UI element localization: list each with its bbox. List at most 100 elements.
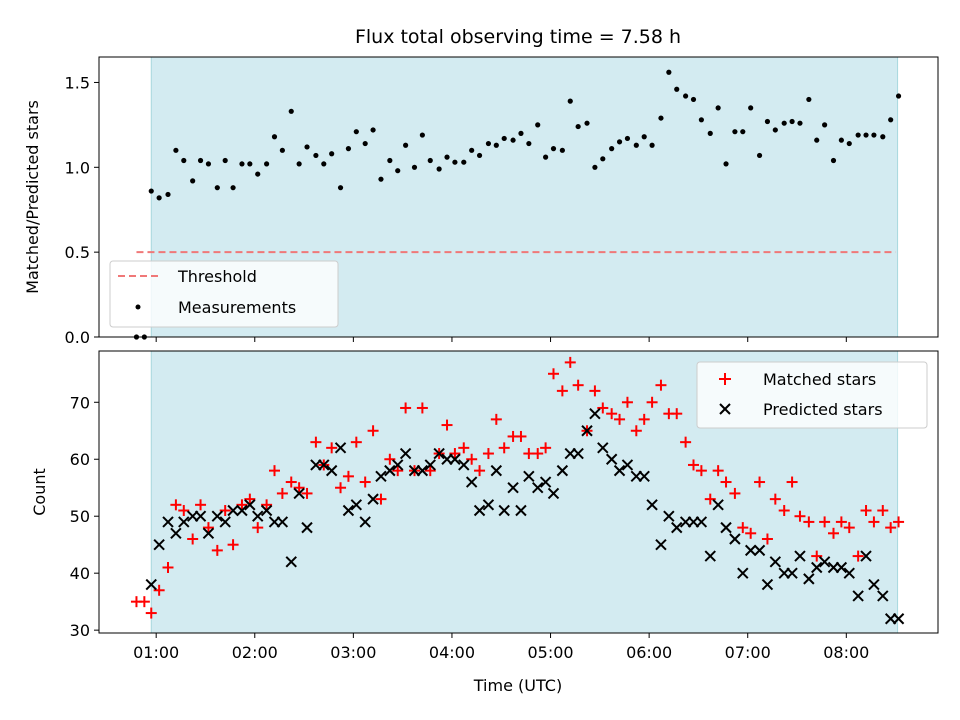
predicted-star-point [202,527,215,540]
measurement-point [156,195,162,201]
legend-threshold-label: Threshold [177,267,257,286]
measurement-point [247,161,253,167]
matched-star-point [794,510,806,522]
predicted-star-point [318,459,330,471]
measurement-point [476,152,483,159]
matched-star-point [153,584,165,596]
top-y-axis-label: Matched/Predicted stars [23,100,42,294]
measurement-point [165,191,171,198]
matched-star-point [737,522,749,534]
measurement-point [880,134,886,140]
measurement-point [411,164,418,170]
measurement-point [535,122,541,128]
matched-star-point [244,493,256,505]
measurement-point [255,171,261,177]
predicted-star-point [638,470,650,483]
measurement-point [658,115,664,121]
predicted-star-point [276,516,289,528]
measurement-point [337,185,344,191]
predicted-star-point [877,590,889,602]
predicted-star-point [695,516,708,528]
predicted-star-point [449,453,461,465]
matched-star-point [285,476,297,488]
measurement-point [279,147,285,153]
measurement-point [543,154,549,160]
matched-star-point [712,465,724,477]
predicted-star-point [433,447,445,460]
y-tick-label: 1.0 [65,158,90,177]
measurement-point [567,98,573,104]
predicted-star-point [465,476,478,488]
matched-star-point [638,413,650,425]
x-tick-label: 02:00 [232,643,278,662]
matched-star-point [310,436,322,448]
predicted-star-point [621,459,634,471]
predicted-star-point [663,510,675,522]
measurement-point [806,96,812,103]
measurement-point [518,130,524,136]
matched-star-point [606,408,618,420]
measurement-point [559,147,565,153]
measurement-point [846,140,852,147]
matched-star-point [466,453,478,465]
matched-star-point [219,505,231,517]
matched-star-point [498,442,510,454]
measurement-point [772,127,778,133]
predicted-star-point [523,470,535,483]
measurement-point [888,117,894,123]
matched-star-point [893,516,905,528]
matched-star-point [515,430,527,442]
measurement-point [370,127,376,133]
matched-star-point [621,396,633,408]
predicted-star-point [532,482,544,494]
matched-star-point [301,487,313,499]
legend-measurements-label: Measurements [178,298,296,317]
measurement-point [683,93,689,99]
matched-star-point [819,516,831,528]
measurement-point [452,159,458,165]
matched-star-point [252,522,264,534]
predicted-star-point [153,538,165,551]
measurement-point [748,105,754,111]
y-tick-label: 0.0 [65,328,90,347]
measurement-point [148,188,154,194]
matched-star-point [547,368,559,380]
measurement-point [838,137,844,143]
measurement-point [271,134,278,140]
measurement-point [190,178,196,184]
measurement-point [649,142,655,148]
legend-measurements-swatch [135,304,141,310]
measurement-point [419,132,425,138]
x-tick-label: 05:00 [527,643,573,662]
matched-star-point [687,459,699,471]
matched-star-point [827,527,839,539]
measurement-point [740,129,746,135]
matched-star-point [885,522,897,534]
measurement-point [715,105,721,111]
matched-star-point [293,482,305,494]
legend-matched-label: Matched stars [763,370,876,389]
predicted-star-point [581,425,593,437]
predicted-star-point [507,482,519,494]
measurement-point [641,134,647,140]
predicted-star-point [720,521,732,534]
matched-star-point [145,607,157,619]
predicted-star-point [753,544,766,557]
predicted-star-point [490,464,503,477]
y-tick-label: 1.5 [65,73,90,92]
predicted-star-point [293,487,305,500]
measurement-point [362,140,368,147]
measurement-point [814,137,820,143]
matched-star-point [786,476,798,488]
matched-star-point [195,499,207,511]
matched-star-point [178,505,190,517]
predicted-star-point [252,510,264,522]
matched-star-point [572,379,584,391]
predicted-star-point [342,504,355,517]
measurement-point [427,157,433,164]
predicted-star-point [384,464,396,477]
measurement-point [732,129,738,135]
predicted-star-point [852,590,864,602]
predicted-star-point [260,504,273,517]
predicted-star-point [424,459,436,471]
